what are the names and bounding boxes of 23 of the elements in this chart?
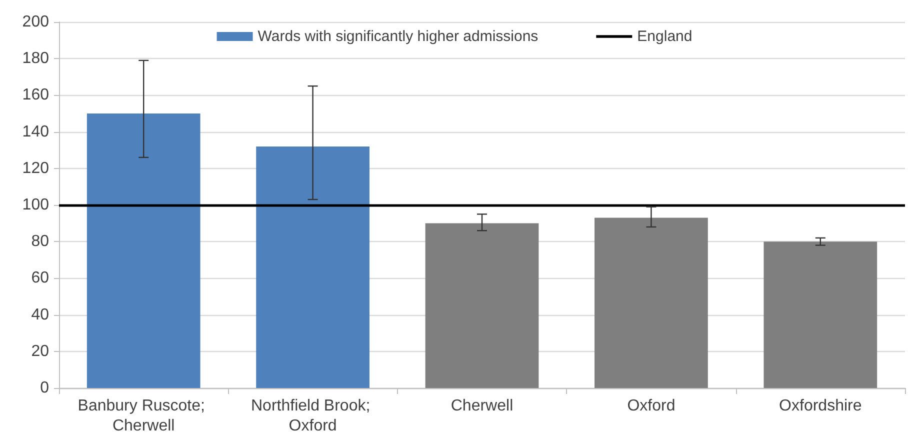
bar — [256, 146, 370, 388]
legend-label: England — [637, 28, 692, 45]
y-tick-label: 60 — [31, 270, 50, 287]
x-tick-label: Northfield Brook; Oxford — [250, 398, 375, 434]
bar — [764, 242, 878, 388]
bar — [86, 114, 200, 388]
y-tick-label: 0 — [40, 380, 50, 396]
y-tick-label: 20 — [31, 342, 50, 360]
x-tick-label: Oxfordshire — [779, 398, 862, 414]
x-tick-label: Banbury Ruscote; Cherwell — [78, 398, 210, 434]
y-tick-label: 100 — [22, 196, 50, 214]
bar — [425, 223, 539, 388]
x-tick-label: Oxford — [627, 398, 676, 414]
y-tick-label: 160 — [22, 86, 50, 104]
y-tick-label: 140 — [22, 123, 50, 140]
y-tick-label: 40 — [31, 306, 50, 324]
y-tick-label: 180 — [22, 50, 50, 68]
bar — [594, 218, 708, 388]
x-tick-label: Cherwell — [450, 398, 514, 414]
y-tick-label: 120 — [22, 160, 50, 177]
y-tick-label: 80 — [31, 233, 50, 250]
legend-label: Wards with significantly higher admissions — [258, 28, 538, 45]
y-tick-label: 200 — [22, 14, 50, 30]
